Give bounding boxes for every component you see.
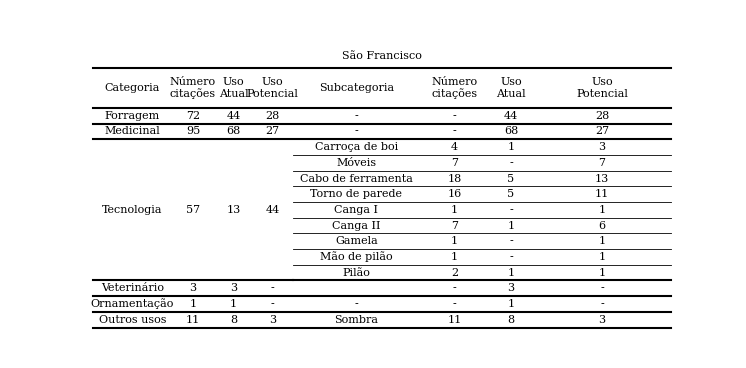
Text: -: -	[271, 283, 275, 293]
Text: Uso
Potencial: Uso Potencial	[246, 77, 298, 99]
Text: 1: 1	[230, 299, 237, 309]
Text: 11: 11	[186, 315, 200, 325]
Text: 57: 57	[186, 205, 200, 215]
Text: 68: 68	[504, 127, 518, 137]
Text: 8: 8	[507, 315, 515, 325]
Text: 5: 5	[507, 173, 515, 184]
Text: 18: 18	[448, 173, 462, 184]
Text: 28: 28	[266, 111, 280, 121]
Text: 1: 1	[189, 299, 196, 309]
Text: 1: 1	[598, 268, 606, 277]
Text: Categoria: Categoria	[104, 83, 160, 93]
Text: 3: 3	[598, 315, 606, 325]
Text: -: -	[509, 252, 513, 262]
Text: -: -	[453, 111, 457, 121]
Text: 6: 6	[598, 220, 606, 231]
Text: 27: 27	[595, 127, 609, 137]
Text: Mão de pilão: Mão de pilão	[320, 251, 392, 262]
Text: 8: 8	[230, 315, 237, 325]
Text: Forragem: Forragem	[104, 111, 160, 121]
Text: Medicinal: Medicinal	[104, 127, 160, 137]
Text: 3: 3	[598, 142, 606, 152]
Text: 11: 11	[448, 315, 462, 325]
Text: 3: 3	[230, 283, 237, 293]
Text: 1: 1	[507, 268, 515, 277]
Text: Canga I: Canga I	[334, 205, 378, 215]
Text: 4: 4	[451, 142, 458, 152]
Text: 3: 3	[269, 315, 276, 325]
Text: -: -	[354, 111, 358, 121]
Text: -: -	[600, 299, 604, 309]
Text: 68: 68	[226, 127, 240, 137]
Text: 13: 13	[226, 205, 240, 215]
Text: 1: 1	[451, 205, 458, 215]
Text: Número
citações: Número citações	[431, 77, 477, 99]
Text: -: -	[509, 236, 513, 246]
Text: -: -	[271, 299, 275, 309]
Text: Uso
Atual: Uso Atual	[496, 77, 526, 99]
Text: -: -	[453, 283, 457, 293]
Text: Outros usos: Outros usos	[98, 315, 166, 325]
Text: Uso
Potencial: Uso Potencial	[576, 77, 628, 99]
Text: 1: 1	[507, 142, 515, 152]
Text: 1: 1	[507, 220, 515, 231]
Text: Gamela: Gamela	[335, 236, 377, 246]
Text: Carroça de boi: Carroça de boi	[315, 142, 398, 152]
Text: 5: 5	[507, 189, 515, 199]
Text: 3: 3	[507, 283, 515, 293]
Text: 7: 7	[598, 158, 606, 168]
Text: -: -	[354, 299, 358, 309]
Text: Tecnologia: Tecnologia	[102, 205, 163, 215]
Text: Móveis: Móveis	[336, 158, 377, 168]
Text: 3: 3	[189, 283, 196, 293]
Text: Sombra: Sombra	[334, 315, 378, 325]
Text: 44: 44	[504, 111, 518, 121]
Text: São Francisco: São Francisco	[342, 51, 422, 61]
Text: 2: 2	[451, 268, 458, 277]
Text: -: -	[509, 158, 513, 168]
Text: 44: 44	[226, 111, 240, 121]
Text: 1: 1	[598, 252, 606, 262]
Text: 13: 13	[595, 173, 609, 184]
Text: 11: 11	[595, 189, 609, 199]
Text: 27: 27	[266, 127, 280, 137]
Text: 1: 1	[598, 236, 606, 246]
Text: 28: 28	[595, 111, 609, 121]
Text: 44: 44	[266, 205, 280, 215]
Text: -: -	[509, 205, 513, 215]
Text: 1: 1	[451, 236, 458, 246]
Text: 1: 1	[598, 205, 606, 215]
Text: -: -	[453, 299, 457, 309]
Text: Ornamentação: Ornamentação	[90, 298, 174, 309]
Text: Pilão: Pilão	[342, 268, 370, 277]
Text: 7: 7	[451, 158, 458, 168]
Text: -: -	[354, 127, 358, 137]
Text: 7: 7	[451, 220, 458, 231]
Text: Número
citações: Número citações	[170, 77, 216, 99]
Text: 1: 1	[507, 299, 515, 309]
Text: -: -	[453, 127, 457, 137]
Text: Canga II: Canga II	[332, 220, 380, 231]
Text: Subcategoria: Subcategoria	[319, 83, 394, 93]
Text: 16: 16	[448, 189, 462, 199]
Text: 72: 72	[186, 111, 200, 121]
Text: Cabo de ferramenta: Cabo de ferramenta	[300, 173, 413, 184]
Text: 1: 1	[451, 252, 458, 262]
Text: 95: 95	[186, 127, 200, 137]
Text: Torno de parede: Torno de parede	[310, 189, 402, 199]
Text: Veterinário: Veterinário	[101, 283, 164, 293]
Text: Uso
Atual: Uso Atual	[219, 77, 248, 99]
Text: -: -	[600, 283, 604, 293]
